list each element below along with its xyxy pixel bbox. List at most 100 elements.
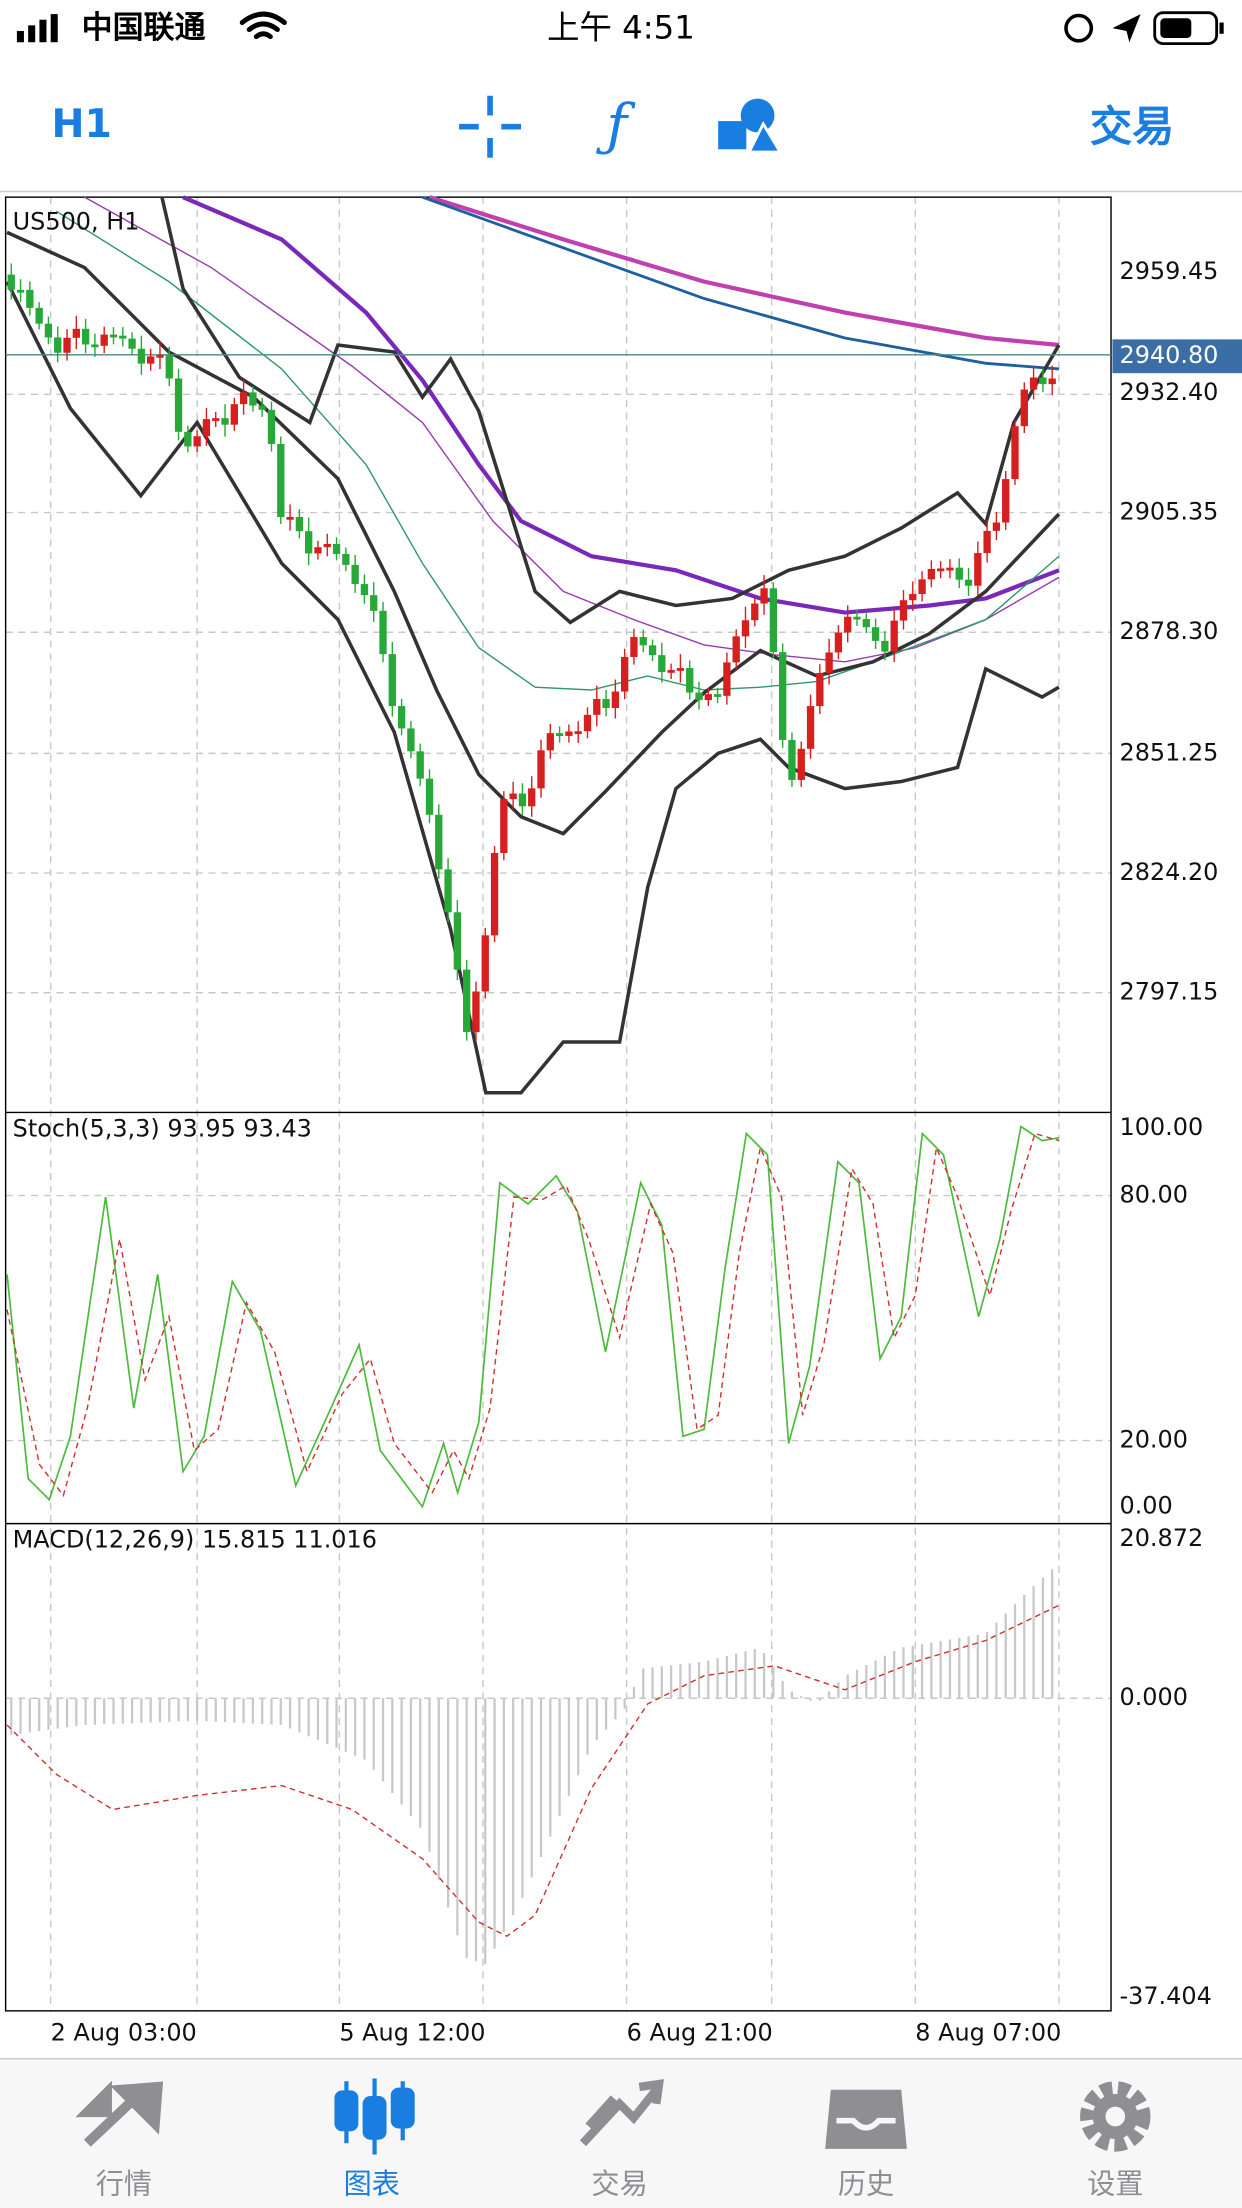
chart-frame [4,196,1112,2012]
candle-body [295,516,304,532]
tab-label[interactable]: 图表 [344,2167,400,2200]
candle-body [537,750,545,789]
tab-label[interactable]: 行情 [96,2167,152,2200]
signal [28,25,36,43]
candle-body [834,632,843,653]
price-label: 2797.15 [1119,978,1218,1006]
candle-body [360,584,369,596]
stoch-axis-label: 80.00 [1119,1181,1187,1209]
location-icon [1112,14,1141,43]
macd-histogram [10,1569,1054,1965]
candle-body [611,691,620,708]
battery-tip [1219,22,1224,34]
candle-body [518,793,527,807]
candle-body [639,637,647,646]
quotes-icon [75,2080,164,2147]
candle-body [81,328,90,345]
candle-body [397,706,406,729]
price-label: 2932.40 [1119,378,1218,406]
candle-body [593,699,601,715]
current-price-box [1112,339,1242,374]
candle-body [909,593,917,601]
candle-body [435,814,443,870]
indicators-button[interactable]: ƒ [595,93,636,158]
candle-body [1011,426,1019,480]
crosshair-button[interactable] [459,95,522,158]
candle-body [128,338,136,349]
candle-body [695,692,703,701]
candle-body [899,600,908,621]
candle-body [1039,377,1047,385]
candle-body [881,640,889,652]
candle-body [100,334,108,346]
macd-axis-label: 0.000 [1119,1683,1187,1711]
candle-body [323,543,331,548]
carrier: 中国联通 [82,10,206,46]
candle-body [26,289,34,308]
grid [5,197,1112,2011]
stoch-axis-label: 100.00 [1119,1113,1203,1141]
candle-body [648,645,657,656]
ma-line [428,195,1060,348]
settings-icon-hole [1105,2106,1126,2127]
candle-body [602,699,610,708]
candle-body [370,595,378,611]
clock: 上午 4:51 [547,9,695,47]
battery-level [1160,18,1192,39]
candle-body [788,739,796,780]
candle-body [658,655,666,672]
time-label: 6 Aug 21:00 [627,2018,773,2046]
candle-body [983,530,991,554]
macd-signal [6,1604,1060,1938]
candle-body [147,356,155,364]
tab-label[interactable]: 交易 [591,2167,647,2200]
ma-line [182,195,1060,615]
candle-body [844,616,852,633]
candle-body [862,619,870,628]
history-icon [825,2089,907,2149]
candle-body [472,991,480,1033]
bollinger-lower [5,280,1060,1095]
candle-body [574,731,582,735]
candle-body [72,328,80,338]
settings-icon [1080,2081,1151,2152]
candle-body [853,616,861,620]
candle-body [704,694,712,701]
status-bar: 中国联通 上午 4:51 [16,9,1224,47]
ma-line [421,195,1060,371]
candle-body [927,568,936,580]
candle-body [342,553,350,565]
candle-body [35,307,43,324]
macd-label: MACD(12,26,9) 15.815 11.016 [13,1526,377,1554]
stoch-label: Stoch(5,3,3) 93.95 93.43 [13,1114,312,1142]
plot-area [5,195,1112,1965]
candle-body [63,337,71,353]
timeframe-button[interactable]: H1 [51,101,111,147]
candle-body [137,348,146,364]
candle-body [156,354,164,358]
candle-body [379,610,387,655]
objects-button[interactable] [718,98,783,154]
candle-body [212,418,220,421]
candle-body [713,694,722,697]
battery [1153,11,1219,46]
candle-body [871,627,880,641]
candle-body [946,567,954,571]
candle-body [286,516,294,520]
candle-body [955,567,963,580]
candle-body [277,443,285,517]
tab-label[interactable]: 设置 [1087,2167,1143,2200]
signal [39,19,47,43]
candle-body [109,334,118,338]
candle-body [174,378,183,432]
axes: 2959.45 2932.40 2905.35 2878.30 2851.25 2824.… [51,257,1219,2047]
candle-body [500,799,508,853]
tab-label[interactable]: 历史 [838,2167,894,2200]
candle-body [1029,377,1038,390]
candle-body [54,337,62,353]
trade-button[interactable]: 交易 [1090,102,1174,151]
candle-body [490,852,499,936]
candle-body [351,564,359,585]
